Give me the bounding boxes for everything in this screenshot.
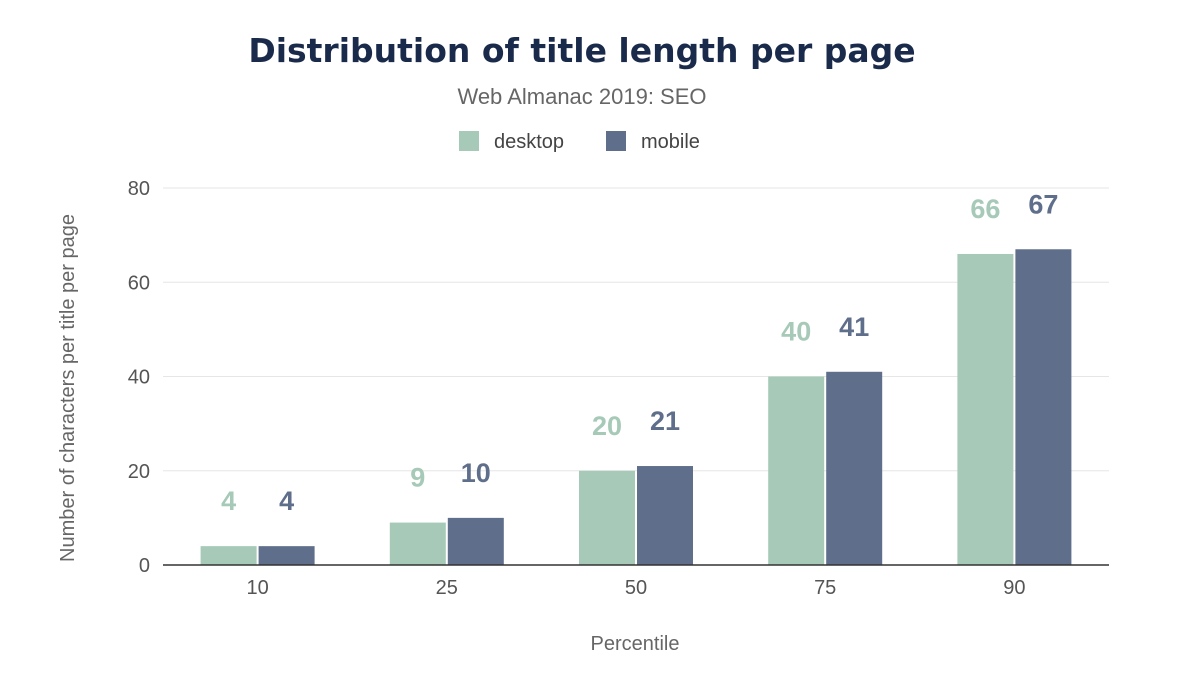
- bar-desktop-25: [389, 522, 446, 565]
- data-labels: 4 4 9 10 20 21 40 41 66 67: [221, 189, 1058, 516]
- legend: desktop mobile: [459, 131, 700, 153]
- bar-mobile-25: [447, 517, 504, 565]
- data-label-desktop-25: 9: [410, 463, 425, 493]
- y-tick-label: 40: [128, 367, 150, 389]
- chart-subtitle: Web Almanac 2019: SEO: [457, 84, 706, 109]
- bars: [200, 249, 1072, 565]
- data-label-mobile-10: 4: [279, 486, 294, 516]
- y-axis-title: Number of characters per title per page: [57, 214, 79, 562]
- legend-swatch-desktop: [459, 131, 479, 151]
- legend-swatch-mobile: [606, 131, 626, 151]
- x-tick-label: 50: [625, 577, 647, 599]
- y-tick-label: 20: [128, 461, 150, 483]
- y-tick-label: 0: [139, 555, 150, 577]
- data-label-desktop-50: 20: [592, 411, 622, 441]
- x-axis-title: Percentile: [591, 633, 680, 655]
- x-tick-label: 90: [1003, 577, 1025, 599]
- x-axis-ticks: 10 25 50 75 90: [246, 577, 1025, 599]
- data-label-mobile-75: 41: [839, 312, 869, 342]
- bar-desktop-50: [579, 470, 635, 565]
- x-tick-label: 25: [436, 577, 458, 599]
- data-label-mobile-50: 21: [650, 406, 680, 436]
- data-label-desktop-90: 66: [970, 194, 1000, 224]
- bar-mobile-90: [1015, 249, 1072, 565]
- legend-label-mobile: mobile: [641, 131, 700, 153]
- x-tick-label: 10: [246, 577, 268, 599]
- y-tick-label: 80: [128, 178, 150, 200]
- y-axis-ticks: 0 20 40 60 80: [128, 178, 150, 577]
- x-tick-label: 75: [814, 577, 836, 599]
- bar-desktop-10: [200, 546, 257, 565]
- bar-mobile-10: [258, 546, 315, 565]
- legend-label-desktop: desktop: [494, 131, 564, 153]
- bar-desktop-90: [957, 253, 1014, 565]
- chart-title: Distribution of title length per page: [248, 31, 915, 70]
- gridlines: [163, 187, 1109, 472]
- bar-mobile-75: [826, 371, 883, 565]
- data-label-desktop-10: 4: [221, 486, 236, 516]
- bar-desktop-75: [768, 376, 825, 565]
- bar-mobile-50: [637, 466, 693, 565]
- data-label-mobile-25: 10: [461, 458, 491, 488]
- data-label-desktop-75: 40: [781, 317, 811, 347]
- data-label-mobile-90: 67: [1028, 189, 1058, 219]
- y-tick-label: 60: [128, 272, 150, 294]
